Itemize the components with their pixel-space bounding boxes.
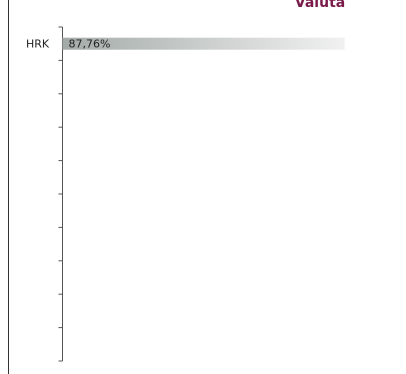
chart-title: Valuta (295, 0, 345, 11)
value-label: 87,76% (69, 38, 111, 51)
bar (62, 37, 345, 50)
category-label: HRK (26, 38, 50, 51)
